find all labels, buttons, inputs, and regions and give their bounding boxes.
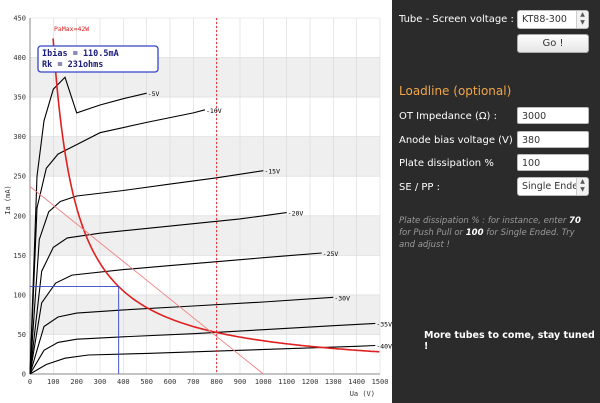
x-tick-label: 1100 — [278, 378, 295, 386]
tube-screen-voltage-label: Tube - Screen voltage : — [399, 14, 514, 25]
x-tick-label: 0 — [28, 378, 32, 386]
curve-label: -15V — [264, 168, 280, 176]
y-axis-label: Ia (mA) — [4, 185, 12, 215]
se-pp-select[interactable]: Single Ended ▲ ▼ — [517, 177, 589, 196]
y-tick-label: 400 — [13, 54, 26, 62]
y-tick-label: 50 — [18, 331, 26, 339]
plate-curve — [29, 322, 376, 375]
x-tick-label: 100 — [47, 378, 60, 386]
y-tick-label: 450 — [13, 15, 26, 23]
plate-curve — [29, 76, 147, 375]
grid-band — [30, 136, 380, 177]
loadline-title: Loadline (optional) — [399, 84, 512, 98]
y-tick-label: 350 — [13, 94, 26, 102]
anode-bias-voltage-input[interactable]: 380 — [517, 131, 589, 148]
help-text: Plate dissipation % : for instance, ente… — [399, 216, 581, 250]
plate-dissipation-input[interactable]: 100 — [517, 154, 589, 171]
y-tick-label: 200 — [13, 212, 26, 220]
x-tick-label: 900 — [234, 378, 247, 386]
plate-curve — [29, 212, 287, 375]
x-tick-label: 1300 — [325, 378, 342, 386]
se-pp-label: SE / PP : — [399, 182, 441, 193]
plate-curve — [29, 170, 264, 375]
curve-label: -20V — [288, 210, 304, 218]
x-tick-label: 1000 — [255, 378, 272, 386]
rk-annotation: Rk = 231ohms — [42, 60, 103, 70]
y-tick-label: 150 — [13, 252, 26, 260]
curve-label: -10V — [206, 107, 222, 115]
pamax-label: PaMax=42W — [54, 25, 89, 33]
load-line — [29, 186, 264, 375]
x-tick-label: 800 — [210, 378, 223, 386]
curve-label: -40V — [376, 343, 392, 351]
go-button[interactable]: Go ! — [517, 34, 589, 53]
y-tick-label: 250 — [13, 173, 26, 181]
plate-curve — [29, 252, 322, 375]
chart-panel: 0 100 200 300 400 500 600 700 800 900 1000 1100 1200… — [0, 0, 392, 403]
plate-curve — [29, 296, 334, 375]
y-tick-label: 100 — [13, 291, 26, 299]
x-tick-label: 700 — [187, 378, 200, 386]
pamax-curve — [52, 38, 380, 353]
bias-annotation-box — [37, 45, 159, 73]
x-tick-label: 400 — [117, 378, 130, 386]
anode-bias-voltage-label: Anode bias voltage (V) — [399, 135, 513, 146]
grid-band — [30, 294, 380, 335]
select-arrows-icon: ▲ ▼ — [576, 178, 588, 195]
tube-curves-chart: 0 100 200 300 400 500 600 700 800 900 1000 1100 1200… — [4, 15, 392, 399]
tube-select[interactable]: KT88-300 ▲ ▼ — [517, 10, 589, 29]
x-tick-label: 1400 — [348, 378, 365, 386]
plate-dissipation-label: Plate dissipation % — [399, 158, 494, 169]
curve-label: -30V — [334, 294, 350, 302]
x-tick-label: 1200 — [302, 378, 319, 386]
ibias-annotation: Ibias = 110.5mA — [42, 48, 119, 59]
x-axis-label: Ua (V) — [350, 390, 375, 398]
x-tick-label: 200 — [70, 378, 83, 386]
y-tick-label: 300 — [13, 133, 26, 141]
x-tick-label: 600 — [164, 378, 177, 386]
x-tick-label: 1500 — [372, 378, 389, 386]
curve-label: -5V — [148, 90, 160, 98]
ot-impedance-label: OT Impedance (Ω) : — [399, 111, 497, 122]
ot-impedance-input[interactable]: 3000 — [517, 107, 589, 124]
x-tick-label: 500 — [140, 378, 153, 386]
se-pp-select-value: Single Ended — [522, 181, 585, 192]
curve-label: -25V — [323, 250, 339, 258]
tube-select-value: KT88-300 — [522, 14, 567, 25]
x-tick-label: 300 — [94, 378, 107, 386]
plate-curve — [29, 344, 376, 375]
select-arrows-icon: ▲ ▼ — [576, 11, 588, 28]
curve-label: -35V — [376, 320, 392, 328]
y-tick-label: 0 — [22, 371, 26, 379]
more-tubes-message: More tubes to come, stay tuned ! — [424, 330, 595, 352]
